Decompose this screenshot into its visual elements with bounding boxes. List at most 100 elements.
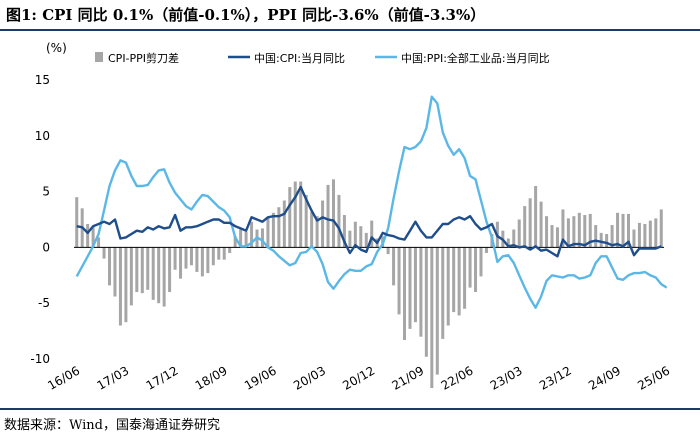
gap-bar: [288, 187, 292, 248]
gap-bar: [632, 229, 636, 248]
gap-bar: [594, 225, 598, 248]
gap-bar: [616, 212, 620, 248]
gap-bar: [228, 247, 232, 253]
y-tick-label: 10: [35, 129, 50, 143]
gap-bar: [157, 247, 161, 304]
gap-bar: [304, 194, 308, 248]
gap-bar: [446, 247, 450, 326]
gap-bar: [162, 247, 166, 307]
gap-bar: [599, 232, 603, 248]
gap-bar: [452, 247, 456, 313]
gap-bar: [370, 220, 374, 248]
gap-bar: [386, 247, 390, 255]
gap-bar: [610, 225, 614, 248]
gap-bar: [97, 237, 101, 248]
gap-bar: [173, 247, 177, 270]
gap-bar: [124, 247, 128, 323]
gap-bar: [239, 229, 243, 248]
ppi-line: [75, 95, 668, 309]
x-tick-label: 23/03: [488, 363, 525, 392]
gap-bar: [364, 232, 368, 248]
gap-bar: [271, 212, 275, 248]
gap-bar: [397, 247, 401, 315]
chart: -10 -5 0 5 10 15 (%) 16/06 17/03 17/12 18/09 19/0…: [30, 41, 672, 393]
gap-bar: [337, 194, 341, 248]
gap-bar: [441, 247, 445, 339]
gap-bar: [217, 247, 221, 260]
gap-bars: [75, 179, 663, 389]
gap-bar: [506, 238, 510, 248]
gap-bar: [457, 247, 461, 316]
gap-bar: [534, 186, 538, 248]
gap-bar: [315, 216, 319, 248]
gap-bar: [561, 209, 565, 248]
x-tick-label: 17/03: [94, 363, 131, 392]
gap-bar: [648, 220, 652, 248]
gap-bar: [659, 209, 663, 248]
gap-bar: [244, 231, 248, 248]
x-tick-label: 20/12: [340, 363, 377, 392]
gap-bar: [637, 222, 641, 248]
source-note: 数据来源：Wind，国泰海通证券研究: [4, 418, 220, 433]
gap-bar: [326, 184, 330, 248]
gap-bar: [550, 225, 554, 248]
y-tick-label: 0: [42, 240, 50, 254]
gap-bar: [293, 181, 297, 248]
gap-bar: [430, 247, 434, 389]
chart-title: 图1: CPI 同比 0.1%（前值-0.1%），PPI 同比-3.6%（前值-…: [6, 6, 486, 24]
gap-bar: [479, 247, 483, 277]
source-divider: [0, 408, 700, 410]
gap-bar: [75, 197, 79, 248]
gap-bar: [353, 221, 357, 248]
gap-bar: [233, 236, 237, 248]
gap-bar: [517, 219, 521, 248]
x-tick-label: 21/09: [389, 363, 426, 392]
gap-bar: [179, 247, 183, 279]
gap-bar: [266, 217, 270, 248]
gap-bar: [168, 247, 172, 293]
gap-bar: [408, 247, 412, 329]
gap-bar: [222, 247, 226, 260]
legend-cpi-label: 中国:CPI:当月同比: [254, 51, 345, 65]
gap-bar: [200, 247, 204, 277]
gap-bar: [91, 227, 95, 248]
x-tick-label: 24/09: [586, 363, 623, 392]
gap-bar: [86, 223, 90, 248]
x-tick-label: 17/12: [144, 363, 181, 392]
gap-bar: [435, 247, 439, 375]
y-axis: -10 -5 0 5 10 15: [30, 73, 50, 366]
gap-bar: [626, 213, 630, 248]
x-tick-label: 16/06: [45, 363, 82, 392]
gap-bar: [342, 215, 346, 248]
gap-bar: [102, 247, 106, 259]
gap-bar: [260, 228, 264, 248]
gap-bar: [321, 200, 325, 248]
gap-bar: [277, 207, 281, 248]
y-tick-label: -10: [30, 352, 50, 366]
gap-bar: [331, 179, 335, 248]
gap-bar: [140, 247, 144, 294]
gap-bar: [588, 213, 592, 248]
gap-bar: [108, 247, 112, 286]
gap-bar: [528, 198, 532, 248]
gap-bar: [545, 216, 549, 248]
x-tick-label: 25/06: [635, 363, 672, 392]
gap-bar: [523, 206, 527, 248]
legend-gap-swatch: [95, 52, 103, 62]
gap-bar: [206, 247, 210, 274]
gap-bar: [146, 247, 150, 290]
gap-bar: [654, 218, 658, 248]
gap-bar: [184, 247, 188, 269]
gap-bar: [250, 221, 254, 248]
gap-bar: [463, 247, 467, 309]
gap-bar: [189, 247, 193, 266]
gap-bar: [577, 212, 581, 248]
y-tick-label: 5: [42, 185, 50, 199]
gap-bar: [512, 229, 516, 248]
gap-bar: [151, 247, 155, 300]
y-tick-label: -5: [38, 296, 50, 310]
gap-bar: [643, 223, 647, 248]
gap-bar: [539, 201, 543, 248]
x-tick-label: 19/06: [242, 363, 279, 392]
x-tick-label: 18/09: [193, 363, 230, 392]
